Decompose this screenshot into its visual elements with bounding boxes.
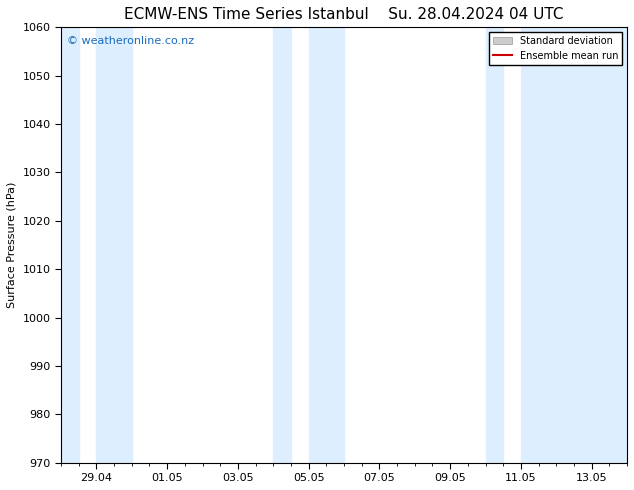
- Y-axis label: Surface Pressure (hPa): Surface Pressure (hPa): [7, 182, 17, 308]
- Bar: [61, 27, 79, 463]
- Bar: [486, 27, 503, 463]
- Title: ECMW-ENS Time Series Istanbul    Su. 28.04.2024 04 UTC: ECMW-ENS Time Series Istanbul Su. 28.04.…: [124, 7, 564, 22]
- Bar: [309, 27, 344, 463]
- Bar: [521, 27, 627, 463]
- Legend: Standard deviation, Ensemble mean run: Standard deviation, Ensemble mean run: [489, 32, 622, 65]
- Bar: [96, 27, 132, 463]
- Bar: [273, 27, 291, 463]
- Text: © weatheronline.co.nz: © weatheronline.co.nz: [67, 36, 194, 46]
